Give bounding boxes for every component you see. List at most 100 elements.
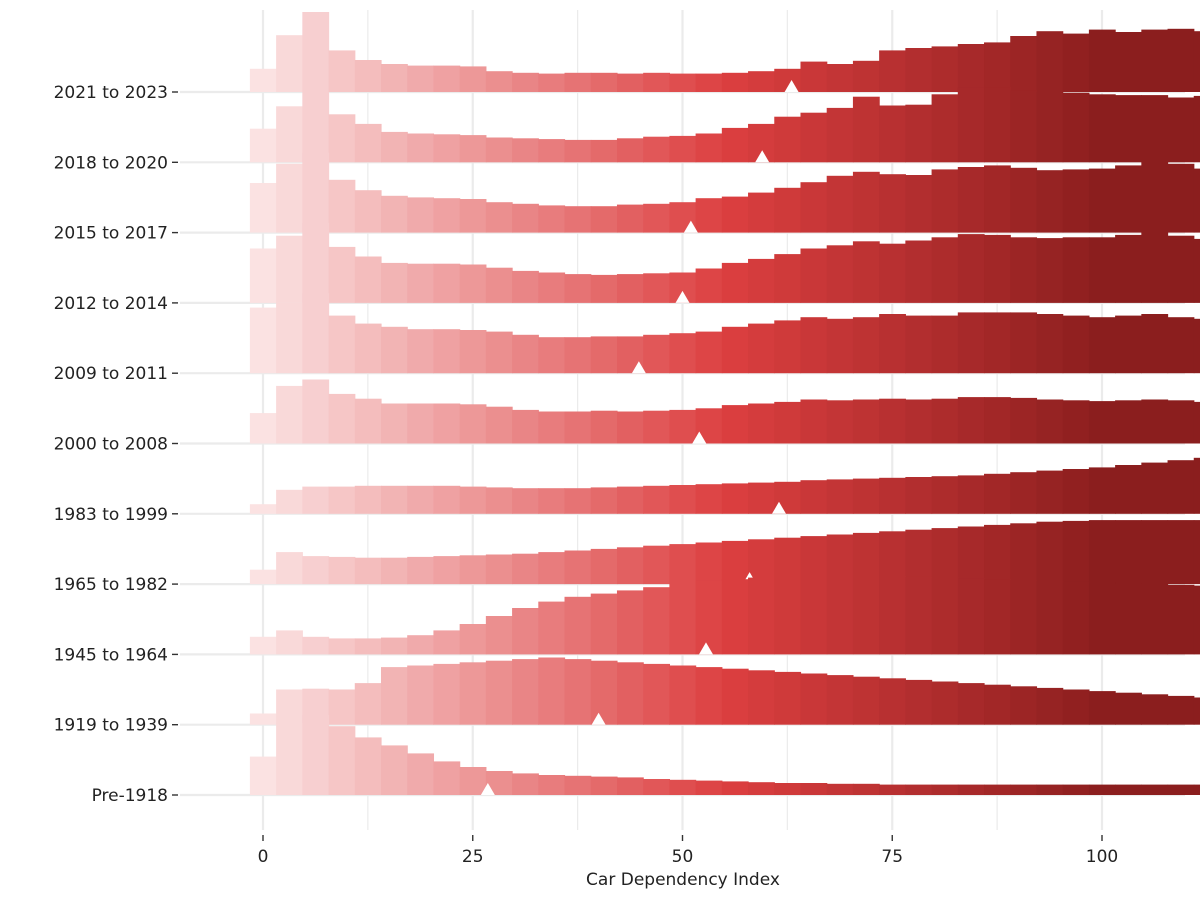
histogram-bar [616,204,644,233]
histogram-bar [1036,687,1064,725]
y-tick-label: 1919 to 1939 [54,716,168,736]
histogram-bar [590,206,618,233]
histogram-bar [748,577,775,655]
histogram-bar [1010,784,1038,795]
ridge-1983-to-1999 [249,457,1200,514]
histogram-bar [1010,580,1038,655]
histogram-bar [879,678,906,725]
histogram-bar [538,73,566,92]
histogram-bar [1088,467,1116,514]
histogram-bar [984,165,1011,233]
histogram-bar [616,547,644,585]
histogram-bar [459,135,487,163]
histogram-bar [512,773,539,795]
histogram-bar [852,676,880,725]
histogram-bar [564,139,592,163]
histogram-bar [328,179,356,233]
histogram-bar [721,326,749,374]
mean-marker [631,361,646,374]
histogram-bar [931,46,959,92]
histogram-bar [931,784,959,795]
histogram-bar [669,779,697,795]
histogram-bar [433,198,461,233]
histogram-bar [984,473,1011,514]
histogram-bar [302,12,330,92]
histogram-bar [1141,95,1169,163]
mean-marker [480,783,495,795]
histogram-bar [1036,580,1064,655]
histogram-bar [905,48,933,92]
histogram-bar [748,258,775,303]
histogram-bar [879,50,906,92]
histogram-bar [1193,401,1200,444]
histogram-bar [433,403,461,444]
histogram-bar [721,262,749,303]
histogram-bar [1062,689,1090,725]
histogram-bar [826,107,854,163]
histogram-bar [879,243,906,303]
histogram-bar [826,479,854,514]
histogram-bar [905,399,933,444]
histogram-bar [1115,465,1142,514]
histogram-bar [905,477,933,514]
histogram-bar [1010,312,1038,374]
histogram-bar [354,190,382,233]
ridge-2000-to-2008 [249,379,1200,444]
histogram-bar [407,197,435,233]
histogram-bar [1115,32,1142,92]
histogram-bar [879,174,906,233]
x-tick-label: 0 [258,847,269,867]
histogram-bar [616,274,644,303]
histogram-bar [748,539,775,585]
histogram-bar [1167,28,1195,92]
histogram-bar [1036,784,1064,795]
histogram-bar [931,476,959,514]
histogram-bar [302,379,330,444]
histogram-bar [1088,237,1116,303]
histogram-bar [1167,584,1195,655]
histogram-bar [249,413,277,444]
histogram-bar [984,234,1011,303]
histogram-bar [852,478,880,514]
histogram-bar [485,487,513,514]
histogram-bar [459,624,487,655]
histogram-bar [643,663,670,725]
y-tick-label: 2009 to 2011 [54,364,168,384]
histogram-bar [957,784,985,795]
histogram-bar [748,782,775,795]
histogram-bar [538,139,566,163]
histogram-bar [564,659,592,725]
histogram-bar [1088,520,1116,585]
histogram-bar [302,222,330,303]
histogram-bar [485,71,513,92]
histogram-bar [485,660,513,725]
histogram-bar [380,667,408,725]
histogram-bar [1167,235,1195,303]
histogram-bar [1115,315,1142,374]
histogram-bar [1010,397,1038,444]
histogram-bar [1193,31,1200,92]
histogram-bar [1036,170,1064,233]
histogram-bar [459,767,487,795]
histogram-bar [879,477,906,514]
histogram-bar [433,556,461,585]
histogram-bar [512,203,539,233]
histogram-bar [328,689,356,725]
histogram-bar [538,601,566,655]
histogram-bar [800,783,828,795]
histogram-bar [695,331,723,374]
histogram-bar [276,630,303,655]
mean-marker [692,431,707,444]
histogram-bar [879,105,906,163]
histogram-bar [433,630,461,655]
histogram-bar [485,137,513,163]
histogram-bar [721,668,749,725]
histogram-bar [1167,695,1195,725]
histogram-bar [748,323,775,374]
histogram-bar [852,60,880,92]
mean-marker [784,80,799,92]
histogram-bar [905,679,933,725]
histogram-bar [800,61,828,92]
mean-marker [683,220,698,233]
histogram-bar [459,486,487,514]
